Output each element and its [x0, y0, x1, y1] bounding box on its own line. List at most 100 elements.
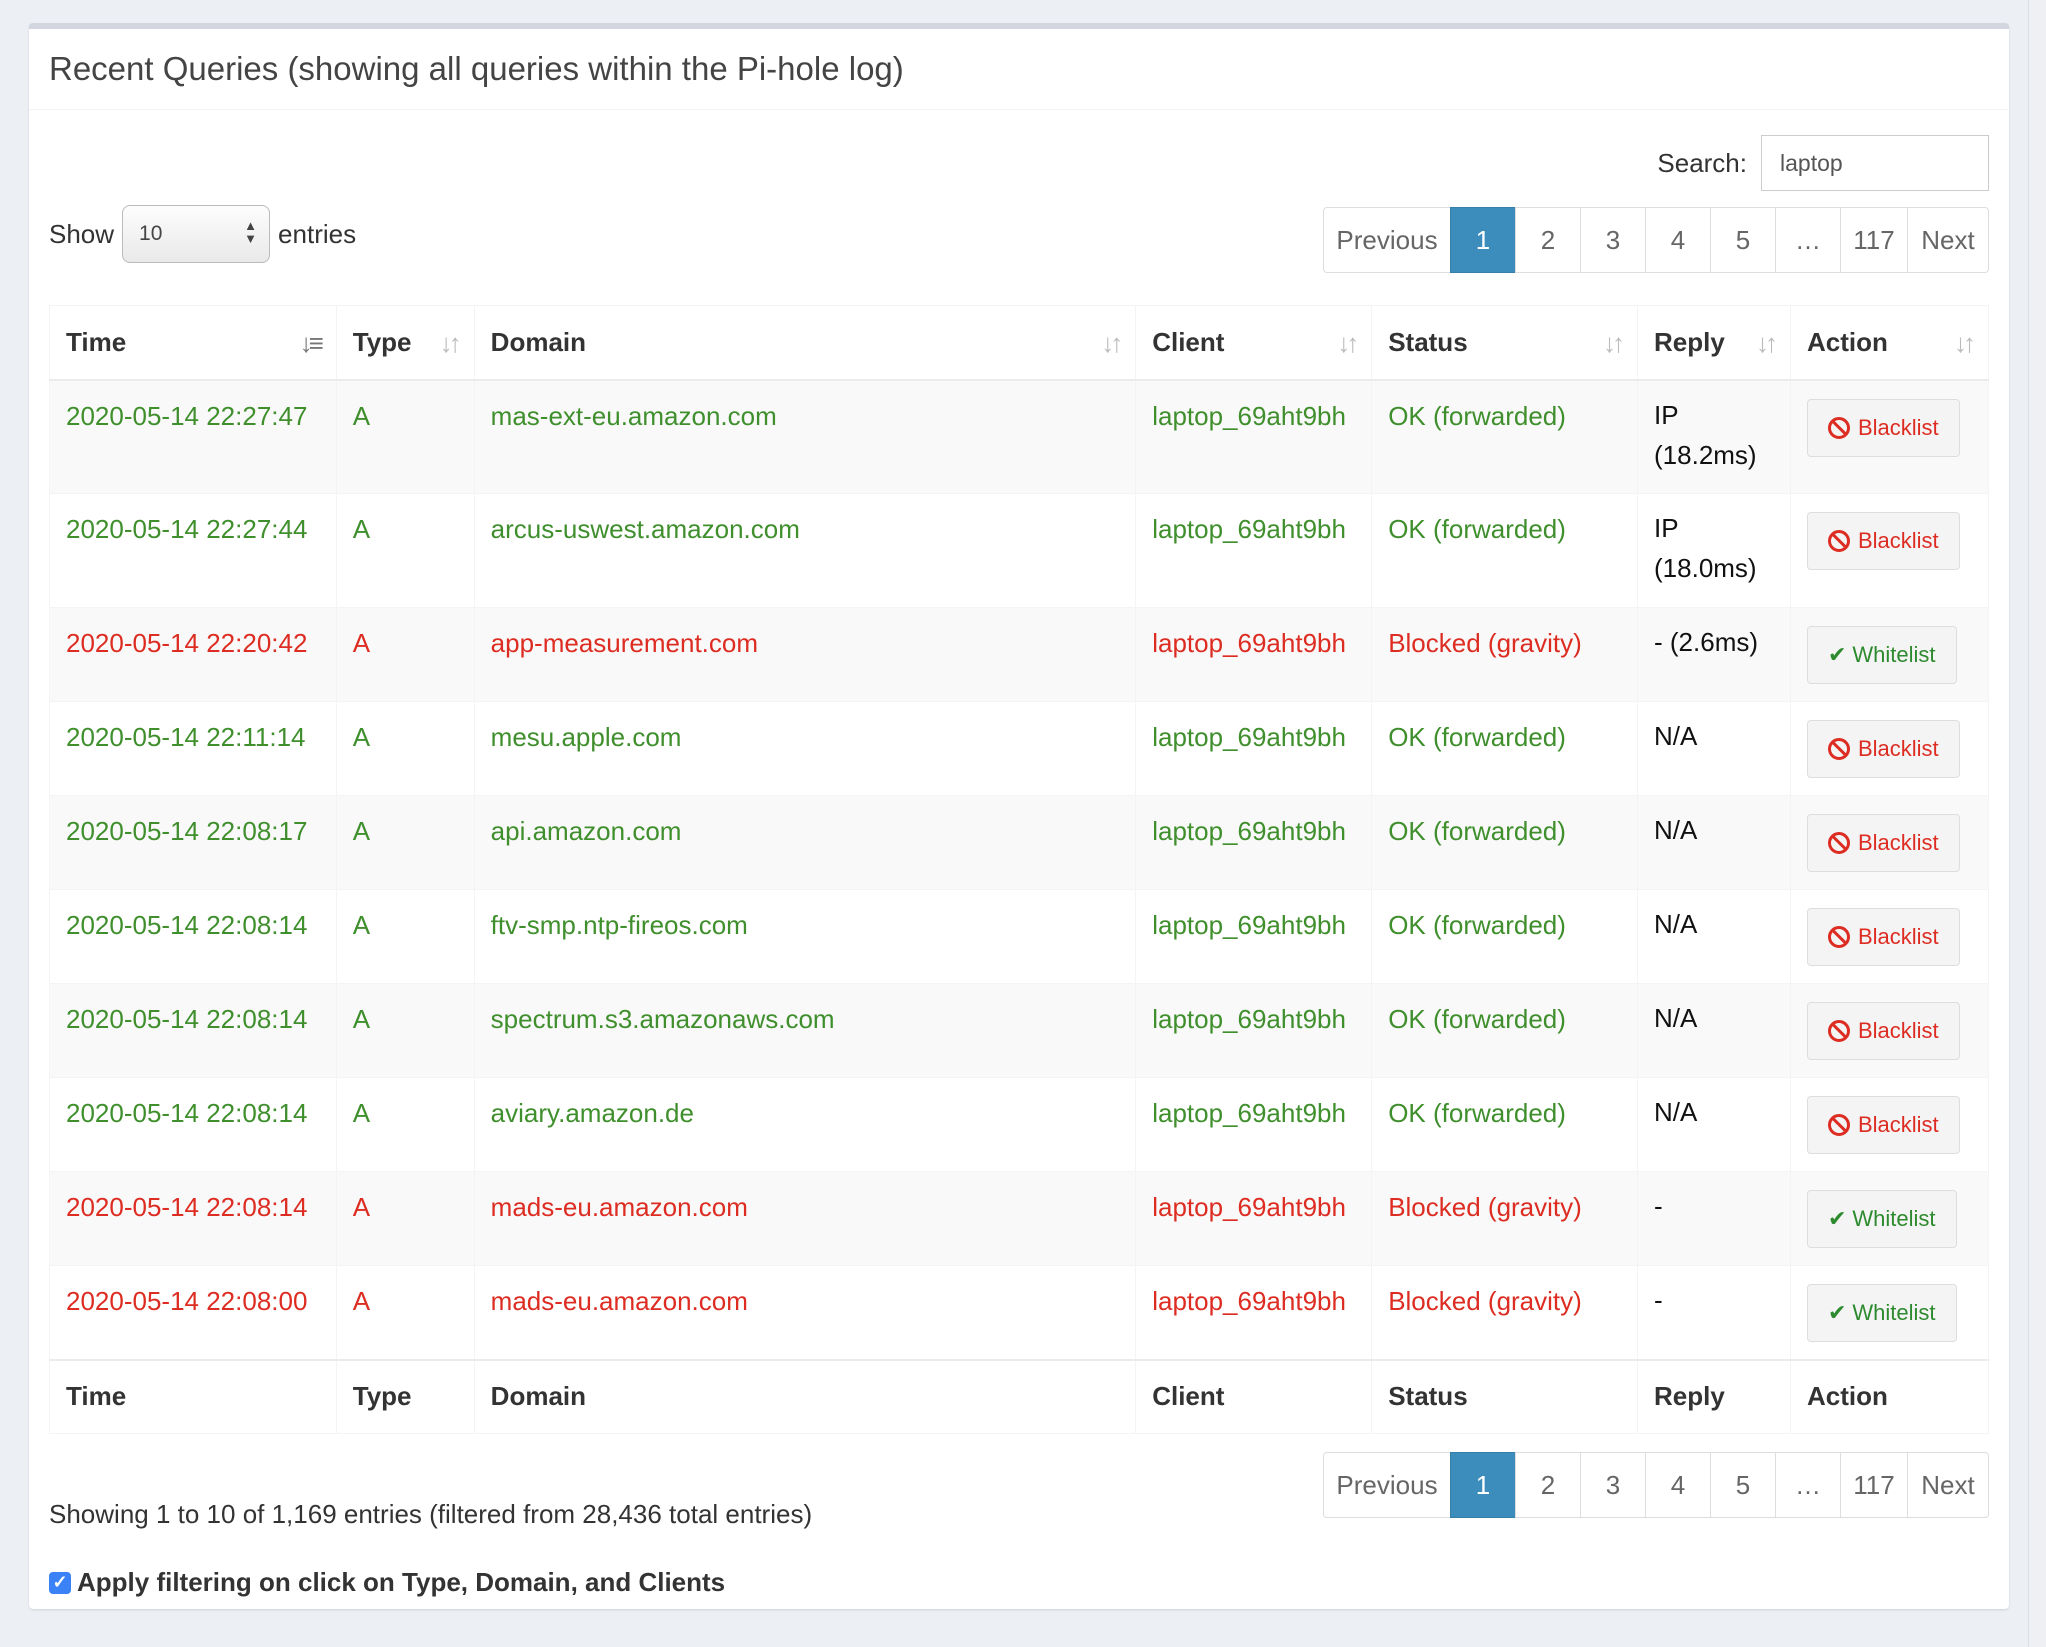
cell-domain[interactable]: spectrum.s3.amazonaws.com — [473, 983, 1137, 1078]
cell-client[interactable]: laptop_69aht9bh — [1135, 379, 1373, 494]
column-header-type[interactable]: Type ↓↑ — [335, 305, 475, 381]
pagination-page-3[interactable]: 3 — [1580, 207, 1646, 273]
column-header-reply[interactable]: Reply ↓↑ — [1637, 305, 1791, 381]
cell-action: Blacklist — [1789, 379, 1990, 494]
box-title: Recent Queries (showing all queries with… — [49, 50, 904, 87]
reply-line-1: N/A — [1654, 721, 1698, 751]
cell-domain[interactable]: app-measurement.com — [473, 607, 1137, 702]
page-scrollbar[interactable] — [2028, 0, 2046, 1647]
sort-desc-icon: ↓≡ — [299, 328, 324, 358]
cell-type[interactable]: A — [335, 379, 475, 494]
cell-client[interactable]: laptop_69aht9bh — [1135, 493, 1373, 608]
reply-line-1: N/A — [1654, 909, 1698, 939]
pagination-page-4[interactable]: 4 — [1645, 1452, 1711, 1518]
column-header-time[interactable]: Time ↓≡ — [49, 305, 337, 381]
select-arrows-icon: ▲ ▼ — [244, 218, 258, 246]
cell-reply: N/A — [1637, 701, 1791, 796]
column-header-action[interactable]: Action ↓↑ — [1789, 305, 1990, 381]
blacklist-button[interactable]: Blacklist — [1806, 512, 1960, 570]
cell-status: OK (forwarded) — [1371, 701, 1639, 796]
sort-icon: ↓↑ — [1755, 328, 1778, 358]
reply-line-1: N/A — [1654, 815, 1698, 845]
cell-type[interactable]: A — [335, 1077, 475, 1172]
filter-option: ✓ Apply filtering on click on Type, Doma… — [49, 1567, 725, 1598]
cell-type[interactable]: A — [335, 983, 475, 1078]
entries-per-page-select[interactable]: 10 ▲ ▼ — [122, 205, 271, 263]
cell-type[interactable]: A — [335, 607, 475, 702]
pagination-next[interactable]: Next — [1907, 1452, 1989, 1518]
cell-type[interactable]: A — [335, 1171, 475, 1266]
filter-checkbox-label[interactable]: Apply filtering on click on Type, Domain… — [77, 1567, 726, 1597]
pagination-next[interactable]: Next — [1907, 207, 1989, 273]
pagination-page-2[interactable]: 2 — [1515, 207, 1581, 273]
check-icon: ✔ — [1827, 642, 1847, 667]
blacklist-button[interactable]: Blacklist — [1806, 1002, 1960, 1060]
ban-icon — [1827, 926, 1850, 948]
reply-line-1: N/A — [1654, 1097, 1698, 1127]
footer-type: Type — [335, 1358, 475, 1434]
blacklist-button[interactable]: Blacklist — [1806, 398, 1960, 457]
cell-domain[interactable]: mads-eu.amazon.com — [473, 1171, 1137, 1266]
cell-client[interactable]: laptop_69aht9bh — [1135, 1077, 1373, 1172]
blacklist-button[interactable]: Blacklist — [1806, 720, 1960, 778]
reply-line-1: - — [1654, 1191, 1663, 1221]
cell-time: 2020-05-14 22:08:14 — [49, 1171, 337, 1266]
reply-line-1: N/A — [1654, 1003, 1698, 1033]
cell-client[interactable]: laptop_69aht9bh — [1135, 1171, 1373, 1266]
cell-client[interactable]: laptop_69aht9bh — [1135, 607, 1373, 702]
column-header-status[interactable]: Status ↓↑ — [1371, 305, 1639, 381]
cell-domain[interactable]: mads-eu.amazon.com — [473, 1265, 1137, 1360]
cell-type[interactable]: A — [335, 493, 475, 608]
cell-time: 2020-05-14 22:20:42 — [49, 607, 337, 702]
pagination-page-5[interactable]: 5 — [1710, 1452, 1776, 1518]
pagination-previous[interactable]: Previous — [1323, 1452, 1451, 1518]
cell-domain[interactable]: mas-ext-eu.amazon.com — [473, 379, 1137, 494]
cell-client[interactable]: laptop_69aht9bh — [1135, 983, 1373, 1078]
pagination-page-5[interactable]: 5 — [1710, 207, 1776, 273]
pagination-page-last[interactable]: 117 — [1840, 1452, 1908, 1518]
blacklist-button[interactable]: Blacklist — [1806, 908, 1960, 966]
cell-type[interactable]: A — [335, 795, 475, 890]
cell-domain[interactable]: api.amazon.com — [473, 795, 1137, 890]
blacklist-button[interactable]: Blacklist — [1806, 1096, 1960, 1154]
pagination-page-1[interactable]: 1 — [1450, 207, 1516, 273]
cell-domain[interactable]: aviary.amazon.de — [473, 1077, 1137, 1172]
cell-reply: IP (18.0ms) — [1637, 493, 1791, 608]
cell-type[interactable]: A — [335, 701, 475, 796]
column-header-label: Domain — [490, 326, 587, 357]
search-label: Search: — [1657, 147, 1747, 178]
cell-status: OK (forwarded) — [1371, 379, 1639, 494]
cell-type[interactable]: A — [335, 889, 475, 984]
column-header-domain[interactable]: Domain ↓↑ — [473, 305, 1137, 381]
cell-client[interactable]: laptop_69aht9bh — [1135, 701, 1373, 796]
pagination-page-4[interactable]: 4 — [1645, 207, 1711, 273]
blacklist-button[interactable]: Blacklist — [1806, 814, 1960, 872]
sort-icon: ↓↑ — [439, 328, 462, 358]
cell-client[interactable]: laptop_69aht9bh — [1135, 889, 1373, 984]
pagination-page-1[interactable]: 1 — [1450, 1452, 1516, 1518]
cell-client[interactable]: laptop_69aht9bh — [1135, 1265, 1373, 1360]
whitelist-button[interactable]: ✔ Whitelist — [1806, 1284, 1957, 1342]
cell-client[interactable]: laptop_69aht9bh — [1135, 795, 1373, 890]
footer-domain: Domain — [473, 1358, 1137, 1434]
cell-reply: N/A — [1637, 795, 1791, 890]
pagination-page-3[interactable]: 3 — [1580, 1452, 1646, 1518]
whitelist-button[interactable]: ✔ Whitelist — [1806, 626, 1957, 684]
cell-domain[interactable]: arcus-uswest.amazon.com — [473, 493, 1137, 608]
cell-reply: - (2.6ms) — [1637, 607, 1791, 702]
reply-line-1: - — [1654, 1285, 1663, 1315]
pagination-previous[interactable]: Previous — [1323, 207, 1451, 273]
search-input[interactable] — [1761, 135, 1989, 191]
column-header-client[interactable]: Client ↓↑ — [1135, 305, 1373, 381]
cell-status: OK (forwarded) — [1371, 795, 1639, 890]
ban-icon — [1827, 416, 1850, 439]
cell-domain[interactable]: ftv-smp.ntp-fireos.com — [473, 889, 1137, 984]
cell-type[interactable]: A — [335, 1265, 475, 1360]
pagination-page-2[interactable]: 2 — [1515, 1452, 1581, 1518]
cell-domain[interactable]: mesu.apple.com — [473, 701, 1137, 796]
pagination-page-last[interactable]: 117 — [1840, 207, 1908, 273]
filter-checkbox[interactable]: ✓ — [49, 1571, 71, 1594]
whitelist-button[interactable]: ✔ Whitelist — [1806, 1190, 1957, 1248]
